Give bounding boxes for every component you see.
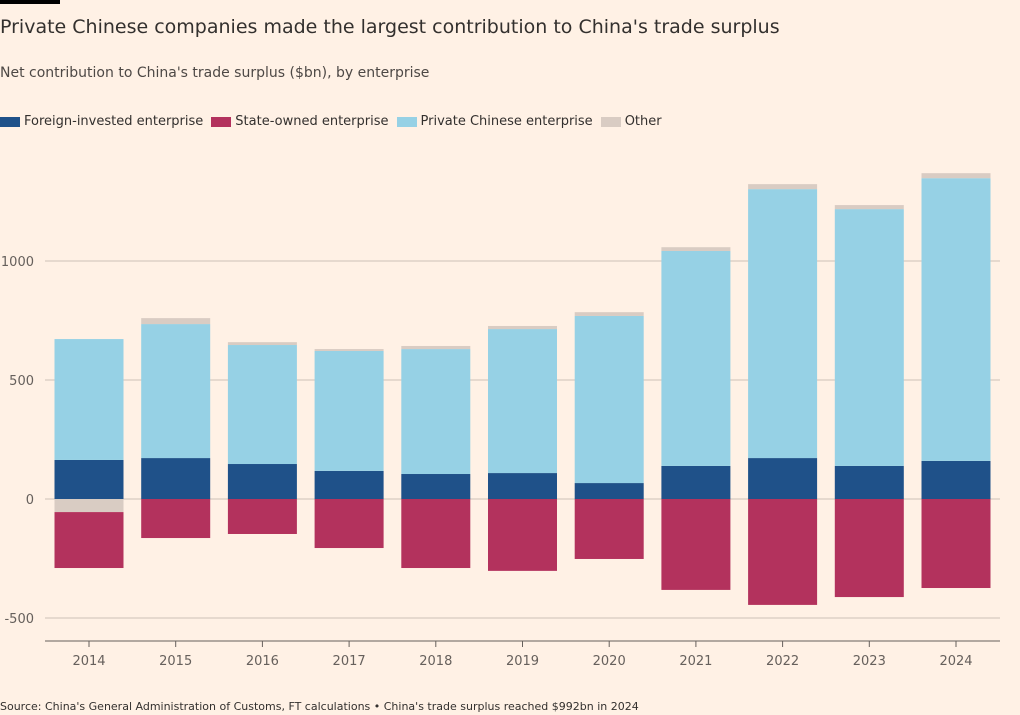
bar-foreign-invested-enterprise-2024 bbox=[921, 460, 991, 499]
legend-swatch bbox=[211, 116, 232, 127]
chart-subtitle: Net contribution to China's trade surplu… bbox=[0, 65, 430, 81]
legend: Foreign-invested enterprise State-owned e… bbox=[0, 114, 662, 129]
x-tick-label: 2019 bbox=[506, 654, 539, 669]
bar-foreign-invested-enterprise-2021 bbox=[661, 465, 731, 499]
bar-foreign-invested-enterprise-2014 bbox=[54, 459, 124, 499]
bar-other-2016 bbox=[227, 342, 297, 346]
bar-foreign-invested-enterprise-2016 bbox=[227, 464, 297, 499]
x-tick-label: 2022 bbox=[766, 654, 799, 669]
bar-state-owned-enterprise-2018 bbox=[401, 499, 471, 569]
bar-other-2014 bbox=[54, 499, 124, 513]
bar-foreign-invested-enterprise-2015 bbox=[141, 458, 211, 499]
y-tick-label: -500 bbox=[4, 612, 34, 627]
bar-private-chinese-enterprise-2020 bbox=[574, 315, 644, 484]
bar-private-chinese-enterprise-2016 bbox=[227, 345, 297, 465]
bar-other-2015 bbox=[141, 318, 211, 325]
bar-state-owned-enterprise-2017 bbox=[314, 499, 384, 549]
bar-state-owned-enterprise-2016 bbox=[227, 499, 297, 534]
legend-item: Private Chinese enterprise bbox=[396, 114, 593, 129]
x-tick-label: 2018 bbox=[419, 654, 452, 669]
bar-foreign-invested-enterprise-2017 bbox=[314, 470, 384, 499]
bar-private-chinese-enterprise-2014 bbox=[54, 339, 124, 460]
x-tick-label: 2020 bbox=[593, 654, 626, 669]
bar-other-2022 bbox=[748, 184, 818, 190]
x-tick-label: 2021 bbox=[679, 654, 712, 669]
legend-label: State-owned enterprise bbox=[235, 114, 389, 129]
chart-title: Private Chinese companies made the large… bbox=[0, 16, 780, 38]
legend-item: Foreign-invested enterprise bbox=[0, 114, 203, 129]
legend-label: Private Chinese enterprise bbox=[420, 114, 593, 129]
x-tick-label: 2017 bbox=[333, 654, 366, 669]
bar-foreign-invested-enterprise-2019 bbox=[488, 473, 557, 499]
x-tick-label: 2014 bbox=[72, 654, 105, 669]
bar-foreign-invested-enterprise-2022 bbox=[748, 458, 818, 499]
bar-state-owned-enterprise-2023 bbox=[834, 499, 904, 598]
legend-label: Foreign-invested enterprise bbox=[24, 114, 204, 129]
bar-private-chinese-enterprise-2017 bbox=[314, 350, 384, 471]
bar-state-owned-enterprise-2015 bbox=[141, 499, 211, 539]
bar-other-2018 bbox=[401, 345, 471, 350]
brand-bar bbox=[0, 0, 60, 4]
legend-swatch bbox=[600, 116, 621, 127]
bar-other-2017 bbox=[314, 349, 384, 351]
bar-other-2024 bbox=[921, 173, 991, 179]
bar-private-chinese-enterprise-2023 bbox=[834, 209, 904, 466]
bar-private-chinese-enterprise-2022 bbox=[748, 189, 818, 459]
y-tick-label: 500 bbox=[9, 374, 34, 389]
bar-state-owned-enterprise-2022 bbox=[748, 499, 818, 605]
y-tick-label: 0 bbox=[26, 493, 34, 508]
bar-state-owned-enterprise-2021 bbox=[661, 499, 731, 590]
bar-state-owned-enterprise-2014 bbox=[54, 512, 124, 569]
bar-other-2021 bbox=[661, 247, 731, 252]
x-tick-label: 2024 bbox=[939, 654, 972, 669]
x-tick-label: 2015 bbox=[159, 654, 192, 669]
bar-foreign-invested-enterprise-2018 bbox=[401, 474, 471, 499]
legend-swatch bbox=[396, 116, 417, 127]
bar-state-owned-enterprise-2019 bbox=[488, 499, 557, 571]
source-note: Source: China's General Administration o… bbox=[0, 700, 639, 713]
bar-private-chinese-enterprise-2015 bbox=[141, 324, 211, 459]
bar-private-chinese-enterprise-2021 bbox=[661, 251, 731, 466]
bar-state-owned-enterprise-2024 bbox=[921, 499, 991, 589]
bar-private-chinese-enterprise-2024 bbox=[921, 178, 991, 461]
bar-foreign-invested-enterprise-2020 bbox=[574, 483, 644, 499]
bar-private-chinese-enterprise-2018 bbox=[401, 349, 471, 475]
bar-other-2023 bbox=[834, 205, 904, 210]
bar-other-2020 bbox=[574, 312, 644, 316]
bar-private-chinese-enterprise-2019 bbox=[488, 329, 557, 474]
y-tick-label: 1000 bbox=[1, 255, 34, 270]
legend-item: Other bbox=[600, 114, 662, 129]
x-tick-label: 2023 bbox=[853, 654, 886, 669]
bar-state-owned-enterprise-2020 bbox=[574, 499, 644, 559]
legend-label: Other bbox=[624, 114, 662, 129]
bar-foreign-invested-enterprise-2023 bbox=[834, 465, 904, 499]
legend-item: State-owned enterprise bbox=[211, 114, 389, 129]
x-tick-label: 2016 bbox=[246, 654, 279, 669]
legend-swatch bbox=[0, 116, 20, 127]
bar-other-2019 bbox=[488, 325, 557, 330]
